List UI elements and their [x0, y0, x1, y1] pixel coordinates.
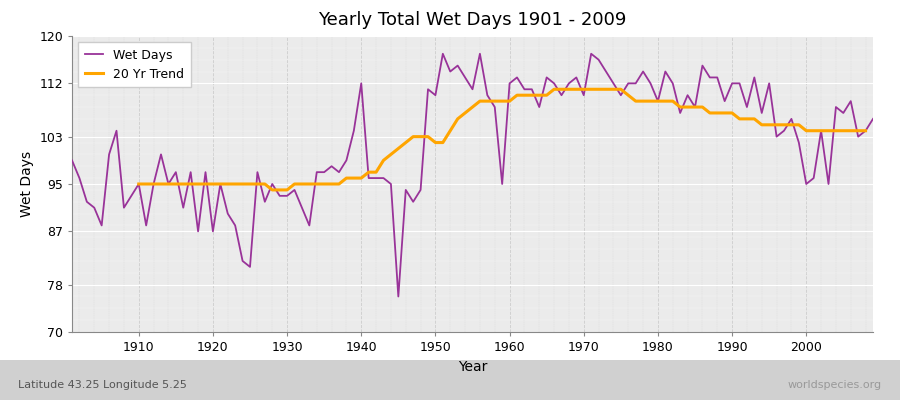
- Title: Yearly Total Wet Days 1901 - 2009: Yearly Total Wet Days 1901 - 2009: [319, 11, 626, 29]
- Wet Days: [289, 188, 300, 192]
- Text: Latitude 43.25 Longitude 5.25: Latitude 43.25 Longitude 5.25: [18, 380, 187, 390]
- Wet Days: [126, 194, 137, 198]
- Wet Days: [608, 81, 619, 86]
- X-axis label: Year: Year: [458, 360, 487, 374]
- 20 Yr Trend: [133, 182, 144, 186]
- 20 Yr Trend: [504, 99, 515, 104]
- Wet Days: [67, 158, 77, 163]
- Wet Days: [334, 170, 345, 174]
- Line: Wet Days: Wet Days: [72, 54, 873, 296]
- 20 Yr Trend: [719, 110, 730, 115]
- 20 Yr Trend: [860, 128, 871, 133]
- Wet Days: [393, 294, 404, 299]
- Text: worldspecies.org: worldspecies.org: [788, 380, 882, 390]
- Wet Days: [868, 116, 878, 121]
- 20 Yr Trend: [526, 93, 537, 98]
- 20 Yr Trend: [334, 182, 345, 186]
- 20 Yr Trend: [311, 182, 322, 186]
- Wet Days: [437, 51, 448, 56]
- Y-axis label: Wet Days: Wet Days: [20, 151, 33, 217]
- Wet Days: [519, 87, 530, 92]
- Line: 20 Yr Trend: 20 Yr Trend: [139, 89, 866, 190]
- Wet Days: [511, 75, 522, 80]
- 20 Yr Trend: [266, 188, 277, 192]
- Legend: Wet Days, 20 Yr Trend: Wet Days, 20 Yr Trend: [78, 42, 191, 87]
- 20 Yr Trend: [549, 87, 560, 92]
- 20 Yr Trend: [364, 170, 374, 174]
